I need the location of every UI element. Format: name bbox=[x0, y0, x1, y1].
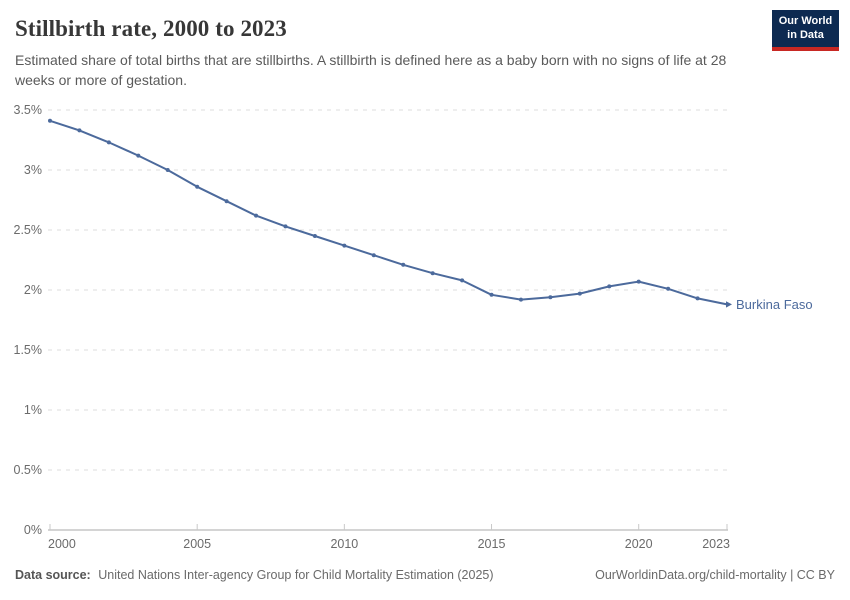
data-point[interactable] bbox=[195, 184, 200, 189]
x-axis-tick-label: 2000 bbox=[48, 537, 76, 551]
data-point[interactable] bbox=[106, 140, 111, 145]
y-axis-tick-label: 3.5% bbox=[14, 103, 43, 117]
x-axis-tick-label: 2020 bbox=[625, 537, 653, 551]
data-point[interactable] bbox=[77, 128, 82, 133]
data-point[interactable] bbox=[607, 284, 612, 289]
data-point[interactable] bbox=[430, 271, 435, 276]
y-axis-tick-label: 0% bbox=[24, 523, 42, 537]
data-point[interactable] bbox=[371, 253, 376, 258]
chart-title: Stillbirth rate, 2000 to 2023 bbox=[15, 16, 287, 41]
chart-footer: Data source: United Nations Inter-agency… bbox=[15, 568, 835, 582]
data-point[interactable] bbox=[48, 118, 52, 123]
data-point[interactable] bbox=[636, 279, 641, 284]
series-label-burkina-faso[interactable]: Burkina Faso bbox=[736, 297, 813, 312]
chart-header: Stillbirth rate, 2000 to 2023 Estimated … bbox=[15, 10, 839, 90]
owid-logo[interactable]: Our World in Data bbox=[772, 10, 839, 51]
data-point[interactable] bbox=[548, 295, 553, 300]
series-line[interactable] bbox=[49, 119, 728, 306]
y-axis-tick-label: 0.5% bbox=[14, 463, 43, 477]
data-point[interactable] bbox=[165, 168, 170, 172]
owid-logo-line1: Our World bbox=[778, 15, 833, 27]
y-axis-tick-label: 2% bbox=[24, 283, 42, 297]
y-axis-tick-label: 1.5% bbox=[14, 343, 43, 357]
data-point[interactable] bbox=[342, 243, 347, 248]
attribution-link[interactable]: OurWorldinData.org/child-mortality | CC … bbox=[595, 568, 835, 582]
data-point[interactable] bbox=[460, 278, 465, 283]
data-source-label: Data source: bbox=[15, 568, 91, 582]
x-axis-tick-label: 2010 bbox=[330, 537, 358, 551]
line-chart: 0% 0.5% 1% 1.5% 2% 2.5% 3% 3.5% 2000 2005 2010 2015… bbox=[14, 103, 813, 551]
y-axis-tick-label: 2.5% bbox=[14, 223, 43, 237]
x-axis-tick-label: 2005 bbox=[183, 537, 211, 551]
data-point[interactable] bbox=[312, 234, 317, 238]
x-axis-tick-label: 2015 bbox=[478, 537, 506, 551]
y-axis-tick-label: 3% bbox=[24, 163, 42, 177]
data-point[interactable] bbox=[401, 262, 406, 267]
data-point[interactable] bbox=[136, 153, 141, 158]
x-axis-tick-label: 2023 bbox=[702, 537, 730, 551]
data-point[interactable] bbox=[254, 213, 259, 218]
data-point[interactable] bbox=[695, 296, 700, 301]
data-point[interactable] bbox=[577, 291, 582, 296]
y-axis-tick-label: 1% bbox=[24, 403, 42, 417]
data-point[interactable] bbox=[283, 224, 288, 229]
data-source-text: United Nations Inter-agency Group for Ch… bbox=[98, 568, 494, 582]
data-point[interactable] bbox=[666, 286, 671, 291]
data-point[interactable] bbox=[489, 292, 494, 297]
data-point-end-arrow[interactable] bbox=[726, 301, 732, 308]
chart-subtitle: Estimated share of total births that are… bbox=[15, 52, 727, 88]
data-source: Data source: United Nations Inter-agency… bbox=[15, 568, 494, 582]
owid-logo-line2: in Data bbox=[787, 28, 824, 41]
data-point[interactable] bbox=[518, 297, 523, 302]
data-point[interactable] bbox=[224, 199, 229, 204]
